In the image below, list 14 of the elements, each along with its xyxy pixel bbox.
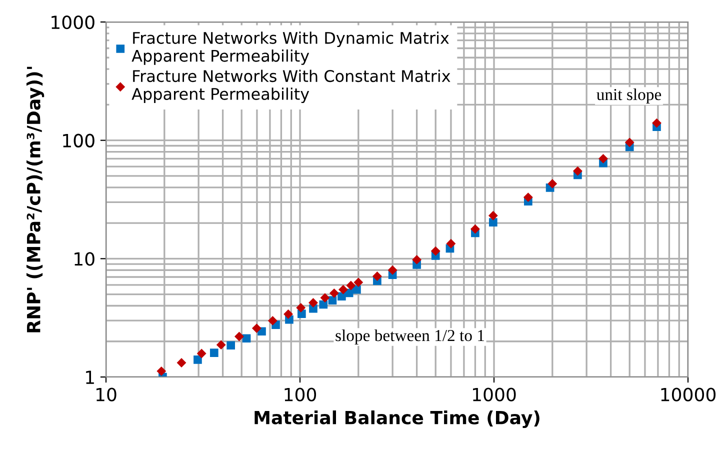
x-tick-label: 10: [96, 388, 116, 402]
x-tick-label: 100: [284, 388, 316, 402]
y-tick-label: 100: [63, 134, 94, 148]
legend-label: Fracture Networks With Dynamic Matrix Apparent Permeability: [132, 32, 449, 65]
y-tick-label: 1000: [52, 15, 94, 30]
legend-label: Fracture Networks With Constant Matrix Apparent Permeability: [132, 70, 450, 104]
annotation: slope between 1/2 to 1: [336, 329, 484, 345]
y-tick-label: 10: [74, 252, 94, 266]
annotation: unit slope: [596, 88, 662, 104]
x-axis-title: Material Balance Time (Day): [254, 410, 540, 428]
x-tick-label: 1000: [473, 388, 516, 402]
x-tick-label: 10000: [661, 388, 716, 402]
y-axis-title: RNP' ((MPa²/cP)/(m³/Day))': [26, 66, 44, 332]
y-tick-label: 1: [86, 370, 94, 384]
